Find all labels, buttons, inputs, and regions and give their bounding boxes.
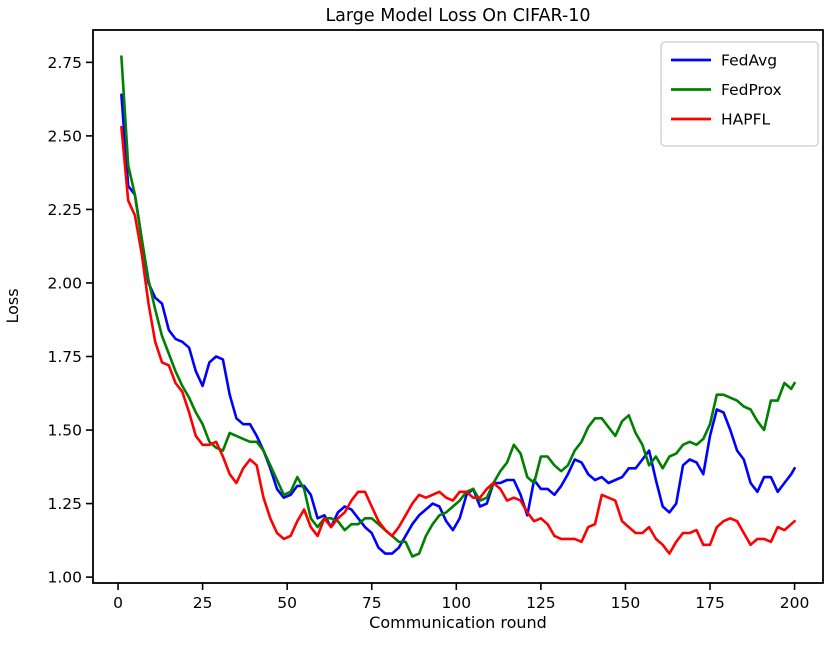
axes-frame [92, 29, 824, 584]
y-axis-label: Loss [3, 288, 22, 323]
x-tick-label: 175 [695, 594, 725, 612]
x-tick-label: 150 [611, 594, 641, 612]
y-tick-label: 1.75 [47, 348, 82, 366]
series-line-fedavg [120, 93, 796, 555]
series-line-hapfl [120, 125, 796, 555]
y-tick-label: 2.25 [47, 201, 82, 219]
legend-label-fedavg: FedAvg [721, 52, 777, 70]
y-tick-label: 2.50 [47, 127, 82, 145]
y-tick-label: 2.00 [47, 274, 82, 292]
x-axis-label: Communication round [369, 613, 547, 632]
plot-area: 0 25 50 75 100 125 150 175 200 1.00 1.25 1.50 1.75 2.… [47, 29, 824, 612]
series-line-fedprox [120, 55, 796, 558]
x-tick-label: 50 [277, 594, 297, 612]
x-tick-label: 200 [780, 594, 810, 612]
x-tick-label: 75 [362, 594, 382, 612]
y-tick-label: 1.50 [47, 422, 82, 440]
x-tick-label: 125 [526, 594, 556, 612]
y-tick-label: 1.25 [47, 495, 82, 513]
legend-label-fedprox: FedProx [721, 81, 782, 99]
y-tick-label: 2.75 [47, 54, 82, 72]
y-tick-label: 1.00 [47, 569, 82, 587]
chart-title: Large Model Loss On CIFAR-10 [325, 6, 590, 26]
x-tick-label: 100 [442, 594, 472, 612]
x-tick-label: 25 [193, 594, 213, 612]
legend-label-hapfl: HAPFL [721, 111, 771, 129]
x-tick-label: 0 [113, 594, 123, 612]
